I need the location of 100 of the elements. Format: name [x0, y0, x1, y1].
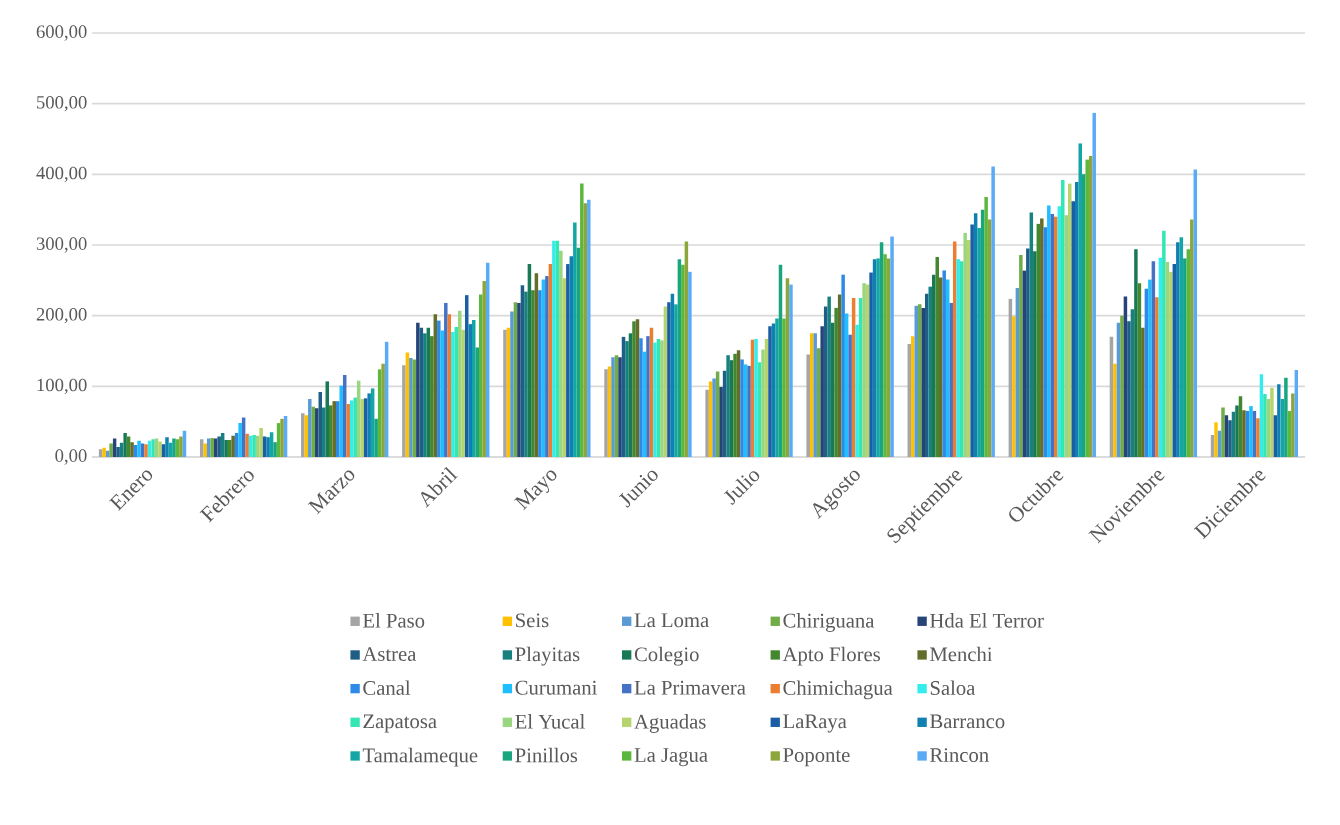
bar	[1120, 315, 1124, 457]
bar	[681, 264, 685, 457]
legend-label: Zapatosa	[363, 714, 437, 733]
bar	[102, 447, 106, 457]
bar	[841, 274, 845, 457]
bar	[224, 440, 228, 457]
bar	[203, 443, 207, 457]
legend-label: Apto Flores	[782, 646, 880, 666]
bar	[639, 338, 643, 457]
legend-label: Seis	[516, 613, 549, 628]
bar	[1284, 377, 1288, 457]
bar	[1068, 183, 1072, 457]
bar	[437, 320, 441, 457]
bar	[381, 363, 385, 457]
bar	[503, 329, 507, 457]
bar	[1176, 242, 1180, 457]
legend-label: LaRaya	[783, 714, 847, 733]
bar	[890, 236, 894, 457]
bar	[984, 196, 988, 457]
y-tick-label: 300,00	[36, 237, 87, 253]
bar	[1085, 159, 1089, 457]
bar	[1047, 205, 1051, 457]
bar	[1270, 387, 1274, 457]
legend-label: Aguadas	[634, 714, 706, 733]
bar	[625, 341, 629, 457]
bar	[712, 378, 716, 457]
bar	[245, 433, 249, 457]
bar	[942, 270, 946, 457]
bar	[580, 183, 584, 457]
bar	[1256, 418, 1260, 457]
bar	[109, 443, 113, 457]
bar	[332, 401, 336, 457]
bar	[231, 435, 235, 457]
bar	[538, 290, 542, 457]
bar	[1190, 219, 1194, 457]
bar	[238, 423, 242, 457]
bar	[273, 442, 277, 457]
legend-label: Barranco	[930, 714, 1005, 729]
bar	[301, 413, 305, 457]
bar	[179, 436, 183, 457]
x-tick-label: Julio	[723, 471, 760, 505]
y-tick-label: 600,00	[36, 25, 87, 41]
bar	[1148, 279, 1152, 457]
bar	[116, 447, 120, 457]
bar	[618, 357, 622, 457]
bar	[782, 318, 786, 457]
legend-label: Astrea	[362, 647, 417, 661]
bar	[862, 283, 866, 457]
bar	[210, 437, 214, 457]
bar	[834, 307, 838, 457]
bar	[1127, 321, 1131, 457]
bar	[789, 284, 793, 457]
legend-label: Tamalameque	[362, 747, 478, 767]
legend-label: Chimichagua	[783, 680, 893, 700]
bar	[130, 442, 134, 457]
bar	[935, 257, 939, 457]
bar	[367, 393, 371, 457]
legend-label: Hda El Terror	[930, 613, 1044, 628]
legend-label: Saloa	[930, 680, 976, 695]
bar	[611, 357, 615, 457]
legend-label: La Primavera	[634, 680, 746, 695]
bar	[137, 440, 141, 457]
bar	[458, 310, 462, 457]
bar	[1134, 249, 1138, 457]
bar	[768, 326, 772, 457]
bar	[524, 291, 528, 457]
bar	[1169, 271, 1173, 457]
bar	[465, 295, 469, 457]
bar	[1162, 230, 1166, 457]
bar	[360, 399, 364, 457]
bar	[566, 264, 570, 457]
bar	[646, 336, 650, 457]
bar	[402, 365, 406, 457]
bar	[1141, 327, 1145, 457]
bar	[430, 336, 434, 457]
bar	[1235, 405, 1239, 457]
bar	[552, 240, 556, 457]
bar	[374, 418, 378, 457]
bar	[259, 428, 263, 457]
bar	[876, 258, 880, 457]
bar	[1221, 407, 1225, 457]
bar	[949, 302, 953, 457]
y-tick-label: 0,00	[55, 449, 87, 465]
bar	[653, 342, 657, 457]
bar	[559, 250, 563, 457]
bar	[1012, 316, 1016, 457]
bar	[970, 224, 974, 457]
bar	[925, 293, 929, 457]
bar	[416, 322, 420, 457]
bar	[451, 331, 455, 457]
bar	[423, 333, 427, 457]
bar	[409, 358, 413, 457]
bar	[733, 353, 737, 457]
bar	[761, 349, 765, 457]
bar	[855, 324, 859, 457]
bar	[754, 338, 758, 457]
bar	[172, 438, 176, 457]
bar	[217, 436, 221, 457]
legend-label: Colegio	[634, 646, 699, 666]
bar	[604, 369, 608, 457]
